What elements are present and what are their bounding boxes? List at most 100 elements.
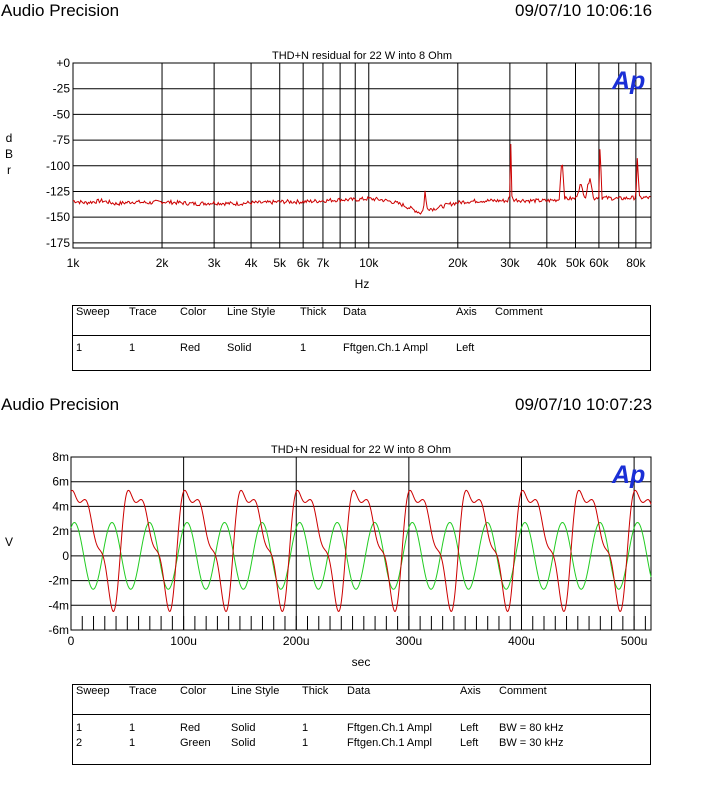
y-tick-label: -4m bbox=[48, 598, 69, 612]
legend-cell-value: Left bbox=[460, 737, 479, 749]
legend-table-2: Sweep Trace Color Line Style Thick Data … bbox=[72, 684, 651, 765]
legend-cell-value: 1 bbox=[76, 722, 83, 734]
y-tick-label: +0 bbox=[56, 56, 70, 70]
x-tick-label: 6k bbox=[297, 256, 311, 270]
x-tick-label: 7k bbox=[317, 256, 331, 270]
y-axis-label-letter: B bbox=[5, 147, 13, 161]
series-line-red bbox=[72, 143, 651, 215]
y-tick-label: -175 bbox=[46, 236, 70, 250]
y-axis-label-letter: r bbox=[7, 163, 11, 177]
y-tick-label: 6m bbox=[52, 475, 69, 489]
legend-header-row: Sweep Trace Color Line Style Thick Data … bbox=[73, 306, 651, 336]
x-tick-label: 500u bbox=[621, 634, 648, 648]
x-tick-label: 5k bbox=[273, 256, 287, 270]
legend-header-cell: Data bbox=[343, 306, 367, 318]
legend-cell: BW = 80 kHz BW = 30 kHz bbox=[496, 715, 651, 765]
legend-cell-value: Fftgen.Ch.1 Ampl bbox=[347, 722, 432, 734]
legend-table-1: Sweep Trace Color Line Style Thick Data … bbox=[72, 305, 651, 371]
legend-header-cell: Axis bbox=[456, 306, 477, 318]
x-tick-label: 200u bbox=[283, 634, 310, 648]
y-axis-label: V bbox=[5, 535, 13, 549]
x-tick-label: 3k bbox=[208, 256, 222, 270]
x-tick-label: 10k bbox=[359, 256, 379, 270]
chart-title: THD+N residual for 22 W into 8 Ohm bbox=[271, 444, 451, 456]
legend-cell-value: Solid bbox=[231, 737, 256, 749]
legend-header-cell: Color bbox=[180, 685, 207, 697]
y-tick-label: -6m bbox=[48, 623, 69, 637]
legend-cell: Fftgen.Ch.1 Ampl bbox=[343, 342, 428, 355]
legend-cell: Fftgen.Ch.1 Ampl Fftgen.Ch.1 Ampl bbox=[344, 715, 457, 765]
timestamp-2: 09/07/10 10:07:23 bbox=[515, 395, 653, 414]
legend-cell-value: Red bbox=[180, 722, 201, 734]
legend-cell: 1 bbox=[300, 342, 307, 355]
y-tick-label: -125 bbox=[46, 184, 70, 198]
y-tick-label: -25 bbox=[53, 82, 71, 96]
brand-title-1: Audio Precision bbox=[1, 1, 120, 20]
legend-row: 1 1 Red Solid 1 Fftgen.Ch.1 Ampl Left bbox=[72, 335, 651, 371]
brand-title-2: Audio Precision bbox=[1, 395, 120, 414]
legend-cell bbox=[492, 336, 651, 371]
legend-header-cell: Color bbox=[180, 306, 207, 318]
x-tick-label: 50k bbox=[566, 256, 586, 270]
legend-cell: Left bbox=[456, 342, 475, 355]
x-tick-label: 20k bbox=[448, 256, 468, 270]
legend-header-cell: Thick bbox=[302, 685, 329, 697]
legend-header-cell: Thick bbox=[300, 306, 327, 318]
series-line-green bbox=[70, 521, 652, 590]
legend-cell-value: Solid bbox=[231, 722, 256, 734]
legend-cell-value: BW = 30 kHz bbox=[499, 737, 564, 749]
legend-cell-value: 2 bbox=[76, 737, 83, 749]
legend-cell: 1 bbox=[76, 342, 83, 355]
series-line-red bbox=[70, 489, 652, 613]
legend-cell-value: BW = 80 kHz bbox=[499, 722, 564, 734]
legend-cell: Red Green bbox=[177, 715, 228, 765]
legend-header-cell: Line Style bbox=[227, 306, 276, 318]
y-tick-label: -2m bbox=[48, 574, 69, 588]
legend-cell: Red bbox=[180, 342, 201, 355]
x-tick-label: 30k bbox=[500, 256, 520, 270]
x-tick-label: 4k bbox=[245, 256, 259, 270]
x-tick-label: 1k bbox=[67, 256, 81, 270]
legend-header-cell: Comment bbox=[499, 685, 547, 697]
legend-cell-value: 1 bbox=[302, 737, 309, 749]
legend-header-cell: Line Style bbox=[231, 685, 280, 697]
legend-cell-value: 1 bbox=[129, 737, 136, 749]
plot-frame bbox=[70, 456, 652, 631]
ap-logo: Ap bbox=[611, 67, 645, 95]
y-tick-label: 2m bbox=[52, 524, 69, 538]
chart-title: THD+N residual for 22 W into 8 Ohm bbox=[272, 50, 452, 62]
y-tick-label: -75 bbox=[53, 133, 71, 147]
x-tick-label: 0 bbox=[68, 634, 75, 648]
y-tick-label: 8m bbox=[52, 450, 69, 464]
legend-cell: Left Left bbox=[457, 715, 496, 765]
legend-cell-value: 1 bbox=[129, 722, 136, 734]
legend-header-cell: Trace bbox=[129, 306, 157, 318]
x-tick-label: 300u bbox=[396, 634, 423, 648]
legend-header-cell: Sweep bbox=[76, 685, 110, 697]
x-tick-label: 60k bbox=[589, 256, 609, 270]
legend-header-cell: Sweep bbox=[76, 306, 110, 318]
y-tick-label: 4m bbox=[52, 499, 69, 513]
plot-frame bbox=[72, 62, 652, 249]
legend-header-cell: Axis bbox=[460, 685, 481, 697]
legend-cell-value: Green bbox=[180, 737, 211, 749]
x-axis-label: sec bbox=[352, 655, 371, 669]
timestamp-1: 09/07/10 10:06:16 bbox=[515, 1, 653, 20]
legend-cell: Solid Solid bbox=[228, 715, 299, 765]
y-tick-label: -100 bbox=[46, 159, 70, 173]
y-tick-label: 0 bbox=[62, 549, 69, 563]
x-tick-label: 100u bbox=[170, 634, 197, 648]
x-tick-label: 2k bbox=[156, 256, 170, 270]
legend-header-cell: Comment bbox=[495, 306, 543, 318]
legend-cell: 1 bbox=[129, 342, 136, 355]
legend-header-cell: Data bbox=[347, 685, 371, 697]
y-axis-label-letter: d bbox=[6, 131, 13, 145]
x-tick-label: 400u bbox=[508, 634, 535, 648]
legend-cell-value: Left bbox=[460, 722, 479, 734]
x-axis-label: Hz bbox=[355, 277, 370, 291]
legend-cell-value: 1 bbox=[302, 722, 309, 734]
